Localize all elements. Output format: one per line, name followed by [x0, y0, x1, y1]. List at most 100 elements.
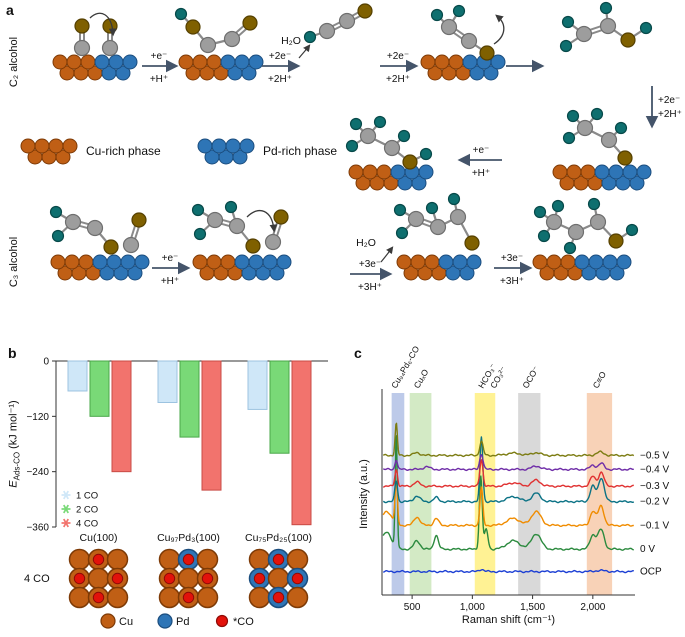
step-label-bottom: +3H⁺: [500, 276, 524, 287]
cu-slab-atom: [348, 164, 364, 180]
reaction-scene: [393, 192, 482, 281]
co-adsorbate: [92, 553, 105, 566]
atom-H: [303, 30, 317, 44]
co-adsorbate: [291, 572, 304, 585]
cu-cluster-atom: [48, 138, 64, 154]
pd-slab-atom: [466, 254, 482, 270]
atom-C: [318, 22, 336, 40]
cu-slab-atom: [410, 254, 426, 270]
y-tick-label: −120: [26, 412, 49, 423]
bar-2-CO-1: [179, 360, 200, 438]
cu-surface-atom: [87, 567, 110, 590]
panel-c-label: c: [354, 345, 362, 361]
cu-slab-atom: [64, 254, 80, 270]
potential-label: −0.2 V: [640, 497, 670, 508]
atom-H: [639, 21, 653, 35]
atom-H: [393, 203, 407, 217]
atom-O: [185, 19, 201, 35]
surface-name-label: Cu(100): [80, 532, 118, 544]
pd-slab-atom: [462, 54, 478, 70]
pd-slab-atom: [115, 65, 131, 81]
legend-swatch-Pd: [157, 613, 173, 629]
cu-slab-atom: [448, 54, 464, 70]
pd-slab-atom: [609, 265, 625, 281]
atom-H: [551, 199, 565, 213]
cu-slab-atom: [50, 254, 66, 270]
atom-O: [620, 32, 636, 48]
pd-slab-atom: [120, 254, 136, 270]
bar-chart-ylabel: EAds-CO (kJ mol⁻¹): [6, 400, 21, 487]
atom-C: [576, 119, 594, 137]
byproduct-note: H₂O: [356, 237, 394, 263]
cu-slab-atom: [206, 254, 222, 270]
atom-C: [383, 139, 401, 157]
step-label-top: +2e⁻: [387, 51, 409, 62]
cu-surface-atom: [106, 586, 129, 609]
x-tick-label: 1,500: [520, 602, 545, 613]
pd-slab-atom: [390, 164, 406, 180]
atom-C: [600, 131, 618, 149]
bar-2-CO-2: [269, 360, 290, 454]
band-label: C≡O: [591, 369, 609, 390]
potential-label: −0.4 V: [640, 464, 670, 475]
pd-slab-atom: [438, 254, 454, 270]
co-adsorbate: [272, 553, 285, 566]
reaction-step: +3e⁻ +3H⁺: [494, 253, 533, 287]
atom-C: [122, 236, 140, 254]
atom-C: [199, 36, 217, 54]
cu-slab-atom: [552, 164, 568, 180]
step-label-top: +e⁻: [151, 51, 168, 62]
atom-H: [193, 227, 207, 241]
c2-alcohol-axis-label: C₂ alcohol: [8, 36, 20, 88]
assignment-band: [409, 393, 432, 595]
spectrum-0-V: [382, 435, 634, 551]
cu-surface-atom: [158, 586, 181, 609]
pd-slab-atom: [411, 175, 427, 191]
reaction-scene: [420, 4, 506, 81]
pd-slab-atom: [220, 54, 236, 70]
pd-rich-phase-label: Pd-rich phase: [263, 144, 337, 158]
atom-C: [338, 12, 356, 30]
atom-H: [425, 201, 439, 215]
pd-slab-atom: [241, 65, 257, 81]
atom-O: [103, 239, 119, 255]
cu-slab-atom: [566, 164, 582, 180]
atom-O: [74, 18, 90, 34]
step-label-top: +e⁻: [162, 253, 179, 264]
pd-slab-atom: [234, 54, 250, 70]
co-adsorbate: [201, 572, 214, 585]
assignment-band: [518, 393, 541, 595]
pd-slab-atom: [459, 265, 475, 281]
surface-schematic-0: [68, 548, 129, 609]
atom-H: [395, 226, 409, 240]
pd-slab-atom: [276, 254, 292, 270]
pd-slab-atom: [588, 254, 604, 270]
cu-surface-atom: [68, 586, 91, 609]
atom-H: [419, 147, 433, 161]
cu-slab-atom: [220, 254, 236, 270]
reaction-scene: [303, 3, 373, 44]
step-label-top: +2e⁻: [269, 51, 291, 62]
potential-label: −0.5 V: [640, 450, 670, 461]
surface-name-label: Cu₇₅Pd₂₅(100): [245, 532, 312, 544]
atom-H: [51, 229, 65, 243]
bar-4-CO-0: [111, 360, 132, 473]
cu-rich-phase-legend: Cu-rich phase: [20, 138, 161, 165]
bar-1-CO-2: [247, 360, 268, 410]
h2o-label: H₂O: [356, 237, 376, 249]
atom-O: [402, 154, 418, 170]
pd-rich-phase-legend: Pd-rich phase: [197, 138, 337, 165]
bar-4-CO-2: [291, 360, 312, 526]
cu-surface-atom: [248, 586, 271, 609]
pd-slab-atom: [92, 254, 108, 270]
step-label-bottom: +3H⁺: [358, 282, 382, 293]
four-co-label: 4 CO: [24, 573, 50, 585]
surface-schematic-2: [248, 548, 309, 609]
atom-H: [625, 223, 639, 237]
atom-C: [206, 211, 224, 229]
raman-ylabel: Intensity (a.u.): [358, 459, 370, 529]
spectrum-−0.5-V: [382, 422, 635, 458]
atom-H: [174, 7, 188, 21]
atom-C: [460, 32, 478, 50]
reaction-scene: [559, 1, 653, 53]
